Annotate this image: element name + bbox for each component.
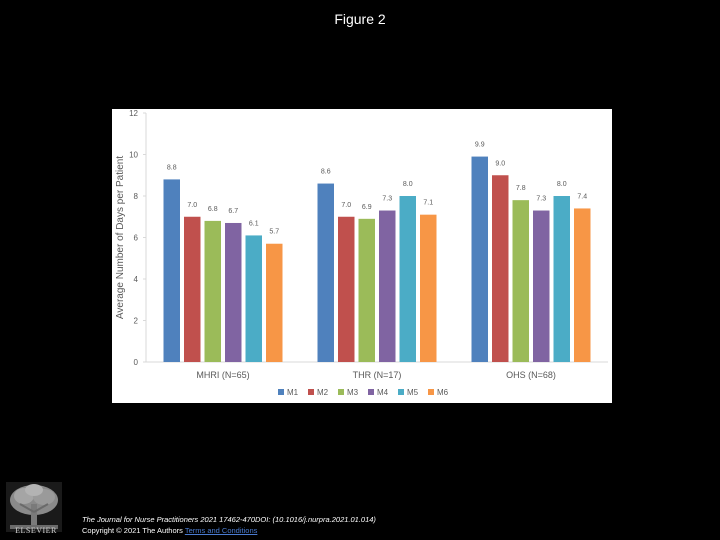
copyright-text: Copyright © 2021 The Authors — [82, 526, 183, 535]
data-label: 8.0 — [403, 181, 413, 188]
terms-link[interactable]: Terms and Conditions — [184, 526, 258, 535]
legend-label-m1: M1 — [287, 388, 299, 397]
y-tick-label: 0 — [134, 358, 139, 367]
data-label: 8.6 — [321, 169, 331, 176]
bar-m3-0 — [204, 220, 221, 362]
data-label: 9.9 — [475, 142, 485, 149]
bar-m3-1 — [358, 218, 375, 362]
bar-m5-1 — [399, 196, 416, 362]
bar-m4-0 — [225, 222, 242, 362]
data-label: 7.3 — [382, 196, 392, 203]
data-label: 6.9 — [362, 204, 372, 211]
data-label: 8.0 — [557, 181, 567, 188]
data-label: 7.0 — [341, 202, 351, 209]
bar-m6-0 — [266, 243, 283, 362]
data-label: 7.8 — [516, 185, 526, 192]
elsevier-tree-logo-icon — [6, 482, 62, 532]
chart-panel: 0 2 4 6 8 10 12 Average Number of Days per Pati… — [112, 109, 612, 403]
legend-label-m6: M6 — [437, 388, 449, 397]
publisher-name: ELSEVIER — [15, 526, 57, 535]
legend-swatch-m5 — [398, 389, 404, 395]
data-label: 7.4 — [577, 193, 587, 200]
data-label: 6.8 — [208, 206, 218, 213]
bar-m3-2 — [512, 200, 529, 362]
legend-label-m3: M3 — [347, 388, 359, 397]
legend-label-m5: M5 — [407, 388, 419, 397]
y-tick-label: 6 — [134, 234, 139, 243]
bar-m4-2 — [533, 210, 550, 362]
legend-swatch-m3 — [338, 389, 344, 395]
y-axis-title: Average Number of Days per Patient — [115, 156, 126, 319]
bar-m2-2 — [492, 175, 509, 362]
data-label: 6.1 — [249, 220, 259, 227]
data-label: 5.7 — [269, 229, 279, 236]
y-tick-label: 4 — [134, 275, 139, 284]
bar-chart: 0 2 4 6 8 10 12 Average Number of Days per Pati… — [115, 109, 608, 397]
data-label: 7.3 — [536, 196, 546, 203]
data-labels-layer: 8.8 7.0 6.8 6.7 6.1 5.7 8.6 7.0 6.9 7.3 8.0 7.1 9.9 9… — [167, 142, 587, 236]
citation-text: The Journal for Nurse Practitioners 2021… — [82, 515, 376, 524]
copyright-line: Copyright © 2021 The Authors Terms and C… — [82, 525, 376, 536]
data-label: 6.7 — [228, 208, 238, 215]
bar-m5-2 — [553, 196, 570, 362]
data-label: 8.8 — [167, 164, 177, 171]
bar-m6-1 — [420, 214, 437, 362]
bar-m2-1 — [338, 216, 355, 362]
bar-m1-1 — [317, 183, 334, 362]
bars-layer — [163, 156, 591, 362]
legend: M1 M2 M3 M4 M5 M6 — [278, 388, 449, 397]
data-label: 9.0 — [495, 160, 505, 167]
legend-swatch-m4 — [368, 389, 374, 395]
legend-label-m2: M2 — [317, 388, 329, 397]
y-tick-label: 12 — [129, 109, 138, 118]
axis-layer: 0 2 4 6 8 10 12 Average Number of Days per Pati… — [115, 109, 608, 380]
x-category-label: THR (N=17) — [353, 370, 402, 380]
x-category-label: OHS (N=68) — [506, 370, 556, 380]
figure-title: Figure 2 — [334, 11, 386, 27]
legend-swatch-m1 — [278, 389, 284, 395]
x-category-label: MHRI (N=65) — [196, 370, 249, 380]
data-label: 7.1 — [423, 200, 433, 207]
y-tick-label: 8 — [134, 192, 139, 201]
footer: The Journal for Nurse Practitioners 2021… — [82, 514, 376, 536]
bar-m1-2 — [471, 156, 488, 362]
legend-swatch-m2 — [308, 389, 314, 395]
bar-m4-1 — [379, 210, 396, 362]
data-label: 7.0 — [187, 202, 197, 209]
y-tick-label: 10 — [129, 151, 138, 160]
y-tick-label: 2 — [134, 317, 139, 326]
bar-m1-0 — [163, 179, 180, 362]
bar-m5-0 — [245, 235, 262, 362]
bar-m2-0 — [184, 216, 201, 362]
legend-swatch-m6 — [428, 389, 434, 395]
legend-label-m4: M4 — [377, 388, 389, 397]
bar-m6-2 — [574, 208, 591, 362]
